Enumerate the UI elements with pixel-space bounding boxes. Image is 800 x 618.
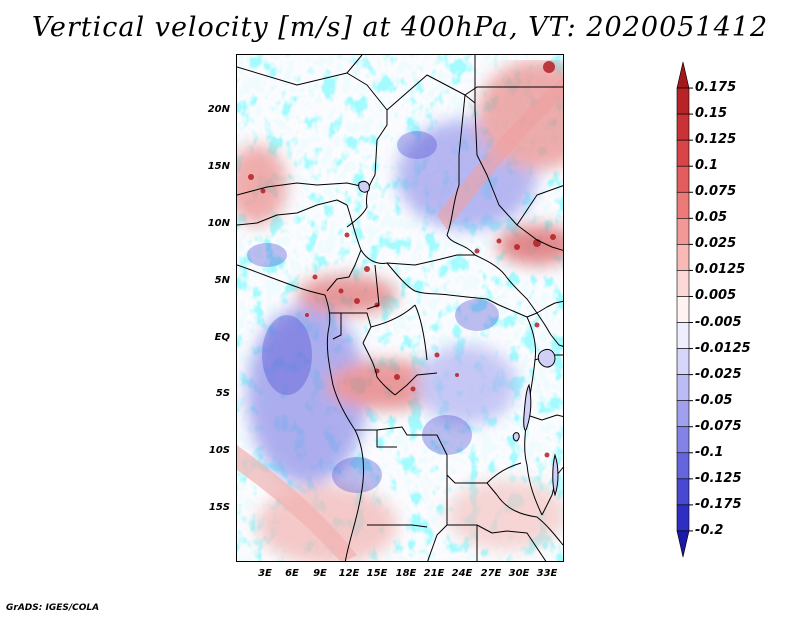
colorbar-swatch: [676, 191, 690, 219]
colorbar-label: -0.1: [695, 444, 724, 460]
colorbar-swatch: [676, 139, 690, 167]
colorbar-label: -0.05: [695, 392, 733, 408]
colorbar-label: -0.025: [695, 366, 742, 382]
southern-arc: [237, 445, 357, 561]
colorbar-swatch: [676, 61, 690, 89]
colorbar-swatch: [676, 452, 690, 480]
jet-band: [437, 76, 563, 230]
colorbar-label: -0.175: [695, 496, 742, 512]
lon-label-6e: 6E: [285, 568, 299, 579]
colorbar-label: 0.075: [695, 184, 737, 200]
lon-label-9e: 9E: [313, 568, 327, 579]
lon-label-24e: 24E: [451, 568, 473, 579]
colorbar-swatch: [676, 478, 690, 506]
country-borders: [237, 55, 563, 561]
lakes: [358, 180, 559, 497]
colorbar-label: 0.005: [695, 288, 737, 304]
lon-label-21e: 21E: [423, 568, 445, 579]
colorbar-swatch: [676, 400, 690, 428]
colorbar-swatch: [676, 348, 690, 375]
lon-label-15e: 15E: [366, 568, 388, 579]
colorbar-label: 0.175: [695, 80, 737, 96]
colorbar-swatch: [676, 113, 690, 141]
subsidence-patches: [247, 131, 499, 493]
colorbar-swatch: [676, 504, 690, 532]
colorbar-label: -0.0125: [695, 340, 751, 356]
colorbar-ticks: [689, 87, 693, 532]
lon-label-3e: 3E: [258, 568, 272, 579]
grads-credit: GrADS: IGES/COLA: [6, 603, 100, 613]
colorbar-label: 0.025: [695, 236, 737, 252]
lon-label-18e: 18E: [395, 568, 417, 579]
lon-label-27e: 27E: [480, 568, 502, 579]
lat-label-5n: 5N: [214, 275, 230, 286]
colorbar-swatch: [676, 270, 690, 297]
velocity-map: [237, 55, 563, 561]
lake-chad: [358, 180, 370, 193]
chart-title: Vertical velocity [m/s] at 400hPa, VT: 2…: [31, 12, 769, 43]
lat-label-10s: 10S: [208, 445, 230, 456]
colorbar-label: 0.0125: [695, 262, 746, 278]
colorbar-swatch: [676, 530, 690, 558]
lon-label-12e: 12E: [338, 568, 360, 579]
colorbar-label: 0.05: [695, 210, 728, 226]
colorbar-label: -0.005: [695, 314, 742, 330]
colorbar-label: -0.125: [695, 470, 742, 486]
lake-mweru: [512, 432, 520, 442]
colorbar-swatch: [676, 374, 690, 401]
map-plot-area[interactable]: [236, 54, 564, 562]
lon-label-30e: 30E: [508, 568, 530, 579]
colorbar-label: 0.15: [695, 106, 728, 122]
lat-label-10n: 10N: [207, 218, 230, 229]
lat-label-15n: 15N: [207, 161, 230, 172]
colorbar-swatch: [676, 296, 690, 323]
lat-label-5s: 5S: [215, 388, 230, 399]
lat-label-15s: 15S: [208, 502, 230, 513]
lon-label-33e: 33E: [536, 568, 558, 579]
colorbar-swatch: [676, 426, 690, 454]
coastline-west: [237, 264, 364, 561]
colorbar-swatch: [676, 322, 690, 349]
colorbar-label: -0.075: [695, 418, 742, 434]
lake-victoria: [537, 348, 556, 368]
colorbar-label: 0.1: [695, 158, 719, 174]
colorbar-label: 0.125: [695, 132, 737, 148]
lake-malawi: [552, 453, 559, 497]
colorbar-label: -0.2: [695, 522, 724, 538]
lat-label-eq: EQ: [214, 332, 230, 343]
colorbar-swatch: [676, 165, 690, 193]
convective-cells: [248, 61, 556, 458]
colorbar-swatch: [676, 87, 690, 115]
colorbar-swatch: [676, 218, 690, 245]
lake-tanganyika: [523, 383, 532, 431]
colorbar-swatches: [676, 61, 690, 558]
lat-label-20n: 20N: [207, 104, 230, 115]
colorbar-swatch: [676, 244, 690, 271]
